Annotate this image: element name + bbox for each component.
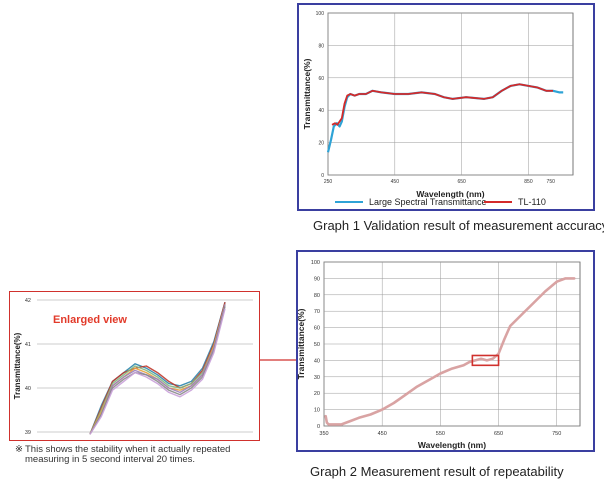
x-tick-label: 450 <box>378 431 387 437</box>
graph1-panel: 0 20 40 60 80 100 Wavelength (nm) Transmittance… <box>297 3 595 211</box>
graph2-panel: 0 10 20 30 40 50 60 70 80 90 100 350 450 550 650 750 Wav… <box>296 250 595 452</box>
x-tick-label: 750 <box>547 179 556 185</box>
enlarged-series-line <box>89 304 226 435</box>
y-tick-label: 30 <box>314 375 320 381</box>
y-tick-label: 20 <box>318 141 324 147</box>
y-tick-label: 39 <box>25 430 31 436</box>
x-tick-label: 850 <box>524 179 533 185</box>
y-tick-label: 40 <box>25 386 31 392</box>
graph1-caption: Graph 1 Validation result of measurement… <box>313 218 604 233</box>
y-tick-label: 40 <box>314 358 320 364</box>
graph2-caption: Graph 2 Measurement result of repeatabil… <box>310 464 564 479</box>
y-tick-label: 40 <box>318 108 324 114</box>
x-axis-label: Wavelength (nm) <box>416 189 484 199</box>
enlarged-view-title: Enlarged view <box>53 314 127 326</box>
legend-label-tl110: TL-110 <box>518 197 546 207</box>
y-tick-label: 60 <box>318 76 324 82</box>
graph1-chart: 0 20 40 60 80 100 Wavelength (nm) Transmittance… <box>302 11 574 199</box>
y-tick-label: 100 <box>311 260 320 266</box>
legend-label-large-spectral: Large Spectral Transmittance <box>369 197 487 207</box>
y-tick-label: 70 <box>314 309 320 315</box>
y-tick-label: 10 <box>314 408 320 414</box>
enlarged-series-line <box>89 306 226 435</box>
note-line-2: measuring in 5 second interval 20 times. <box>25 454 196 465</box>
enlarged-chart: 39 40 41 42 Transmittance(%) <box>13 298 253 436</box>
series-line-repeatability <box>324 277 576 426</box>
highlight-box <box>471 354 500 367</box>
legend-item-tl110: TL-110 <box>484 197 546 207</box>
x-tick-label: 750 <box>552 431 561 437</box>
y-tick-label: 41 <box>25 342 31 348</box>
series-line-tl110 <box>331 83 553 126</box>
note-mark: ※ <box>15 444 23 455</box>
y-tick-label: 60 <box>314 326 320 332</box>
graph2-chart: 0 10 20 30 40 50 60 70 80 90 100 350 450 550 650 750 Wav… <box>296 260 581 450</box>
y-tick-label: 80 <box>314 293 320 299</box>
y-axis-label: Transmittance(%) <box>296 308 306 379</box>
y-axis-label: Transmittance(%) <box>13 332 22 399</box>
y-tick-label: 20 <box>314 391 320 397</box>
y-tick-label: 0 <box>321 173 324 179</box>
enlarged-view-panel: 39 40 41 42 Transmittance(%) Enlarged view <box>9 291 260 441</box>
y-tick-label: 42 <box>25 298 31 304</box>
x-tick-label: 550 <box>436 431 445 437</box>
note-line-1: This shows the stability when it actuall… <box>25 444 231 455</box>
legend-item-large-spectral: Large Spectral Transmittance <box>335 197 487 207</box>
y-tick-label: 100 <box>316 11 325 17</box>
y-tick-label: 0 <box>317 424 320 430</box>
x-tick-label: 350 <box>319 431 328 437</box>
enlarged-series-line <box>89 308 226 435</box>
x-tick-label: 650 <box>494 431 503 437</box>
y-tick-label: 90 <box>314 276 320 282</box>
y-tick-label: 80 <box>318 43 324 49</box>
x-tick-label: 650 <box>457 179 466 185</box>
footnote: ※ This shows the stability when it actua… <box>15 445 265 465</box>
enlarged-series-line <box>89 304 226 435</box>
legend-swatch-blue <box>335 201 363 203</box>
x-tick-label: 450 <box>391 179 400 185</box>
x-axis-label: Wavelength (nm) <box>418 440 486 450</box>
enlarged-series-line <box>89 302 226 435</box>
x-tick-label: 250 <box>324 179 333 185</box>
y-tick-label: 50 <box>314 342 320 348</box>
legend-swatch-red <box>484 201 512 203</box>
y-axis-label: Transmittance(%) <box>302 58 312 129</box>
